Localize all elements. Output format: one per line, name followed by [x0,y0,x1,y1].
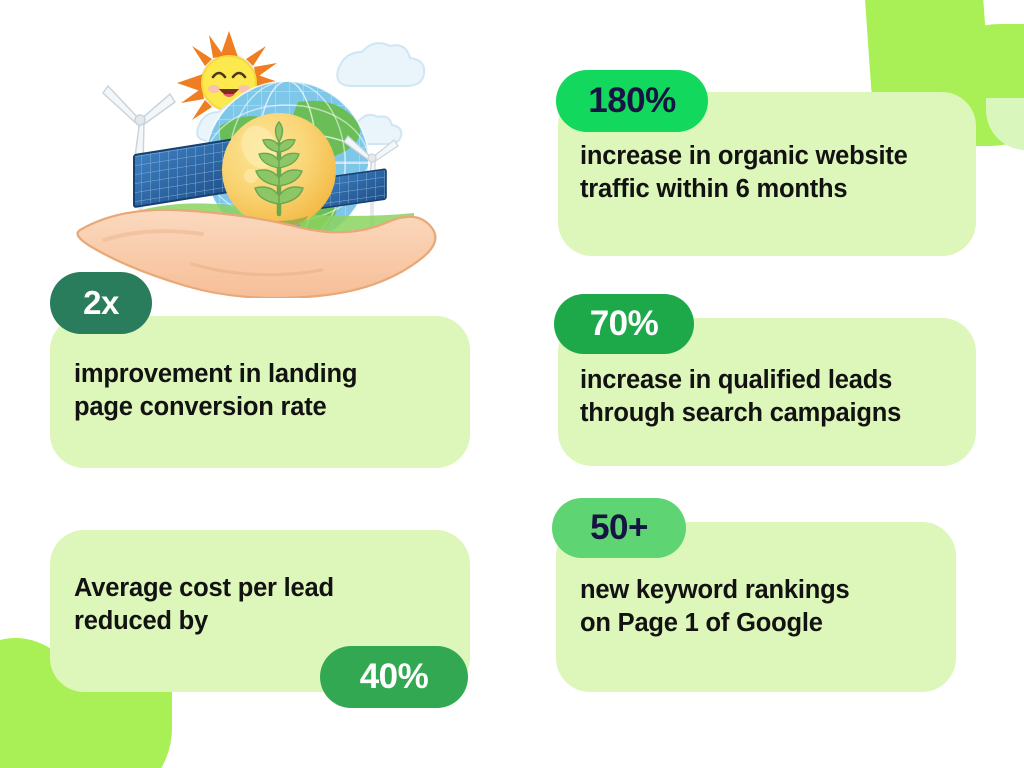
plant-sprout-icon [254,120,304,217]
stat-text-qualified-leads: increase in qualified leads through sear… [580,366,902,427]
renewable-energy-illustration [52,8,452,298]
solar-panel-icon-small [319,168,387,252]
stat-badge-cost-per-lead: 40% [320,646,468,708]
hand-icon [76,208,437,298]
stat-badge-qualified-leads: 70% [554,294,694,354]
stat-text-cost-per-lead: Average cost per lead reduced by [74,574,334,635]
stat-badge-keyword-rankings: 50+ [552,498,686,558]
stat-text-landing-conversion: improvement in landing page conversion r… [74,360,358,421]
stat-badge-landing-conversion: 2x [50,272,152,334]
stat-badge-organic-traffic: 180% [556,70,708,132]
stat-card-landing-conversion [50,316,470,468]
sun-icon [177,31,281,135]
stat-text-organic-traffic: increase in organic website traffic with… [580,142,908,203]
light-bulb-icon [222,113,336,240]
stat-text-keyword-rankings: new keyword rankings on Page 1 of Google [580,576,850,637]
cloud-icon-right [336,42,426,87]
